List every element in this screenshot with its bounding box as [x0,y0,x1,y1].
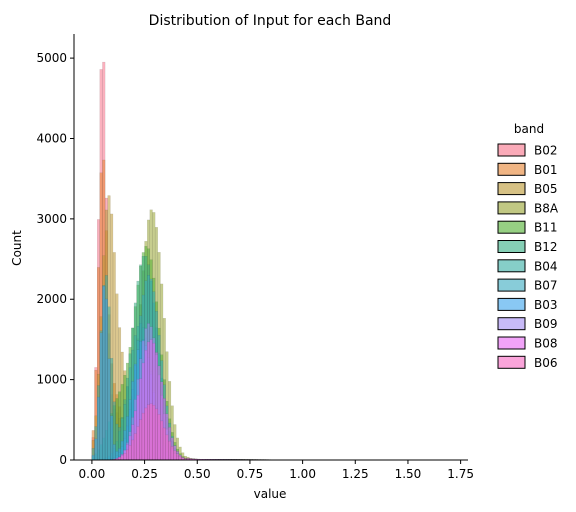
bar-B06 [157,414,161,461]
x-axis-label: value [254,487,287,501]
axes-layer [73,34,468,461]
bars-layer [91,61,337,461]
legend-swatch [497,240,526,253]
y-tick-label: 5000 [36,51,67,65]
bar-B06 [123,453,127,461]
bar-B06 [128,445,132,461]
x-tick-label: 1.75 [447,467,474,481]
bar-B06 [168,441,172,461]
bar-B06 [139,419,143,461]
legend-item-B05: B05 [497,182,558,196]
legend-item-B12: B12 [497,240,558,254]
bar-B06 [173,450,177,461]
bar-B06 [149,403,153,461]
legend-item-B03: B03 [497,297,558,312]
legend-swatch [497,182,526,196]
bar-B06 [120,455,124,461]
bar-B06 [160,420,164,461]
legend-label: B12 [534,240,558,254]
bar-B06 [133,433,137,461]
bar-B03 [112,444,116,461]
legend-item-B07: B07 [497,278,558,293]
legend-swatch [497,278,526,292]
legend-swatch [497,220,526,234]
legend-swatch [497,336,526,350]
x-tick-label: 0.75 [237,467,264,481]
chart-title: Distribution of Input for each Band [149,13,392,29]
legend-swatch [497,297,526,311]
legend-title: band [514,122,544,136]
bar-B03 [94,438,98,461]
legend-item-B02: B02 [497,143,558,158]
bar-B06 [136,426,140,461]
legend-item-B09: B09 [497,317,558,331]
legend-label: B07 [534,279,558,293]
x-tick-label: 0.50 [184,467,211,481]
bar-B06 [165,434,169,461]
bar-B06 [144,407,148,461]
legend-item-B04: B04 [497,259,558,273]
bar-B03 [97,396,100,461]
x-tick-label: 1.50 [395,467,422,481]
bar-B03 [102,285,106,461]
y-tick-label: 2000 [36,292,67,306]
legend-item-B11: B11 [497,220,558,235]
bar-B06 [176,453,179,461]
legend-swatch [497,355,526,369]
legend: band B02 B01 B05 B8A B11 B12 B04 B07 B03 B09 B08 B0… [497,122,559,370]
bar-B03 [104,298,108,461]
legend-label: B03 [534,298,558,312]
legend-label: B06 [534,356,558,370]
legend-swatch [497,317,526,331]
legend-label: B02 [534,144,558,158]
x-tick-label: 0.00 [79,467,106,481]
bar-B06 [154,408,158,461]
bar-B03 [107,358,111,461]
legend-label: B08 [534,337,558,351]
legend-swatch [497,162,526,176]
y-tick-label: 1000 [36,373,67,387]
bar-B06 [125,449,129,461]
x-tick-label: 1.00 [289,467,316,481]
bar-B06 [170,446,174,461]
legend-item-B06: B06 [497,355,558,370]
legend-label: B09 [534,317,558,331]
legend-label: B01 [534,163,558,177]
x-ticks: 0.00 0.25 0.50 0.75 1.00 1.25 1.50 1.75 [79,460,474,481]
legend-swatch [497,259,526,273]
bar-B03 [91,455,95,461]
bar-B03 [110,415,114,461]
bar-B06 [152,405,156,461]
legend-swatch [497,201,526,215]
bar-B03 [99,332,103,461]
y-ticks: 0 1000 2000 3000 4000 5000 [36,51,74,467]
legend-label: B04 [534,259,558,273]
bar-B06 [162,427,166,461]
y-axis-label: Count [10,230,24,266]
y-tick-label: 3000 [36,212,67,226]
legend-item-B08: B08 [497,336,558,351]
y-tick-label: 0 [59,453,67,467]
bar-B06 [147,404,151,461]
legend-label: B05 [534,182,558,196]
legend-item-B8A: B8A [497,201,559,215]
bar-B06 [141,412,145,461]
x-tick-label: 1.25 [342,467,369,481]
bar-B06 [178,455,182,461]
legend-item-B01: B01 [497,162,558,177]
x-tick-label: 0.25 [131,467,158,481]
y-tick-label: 4000 [36,131,67,145]
legend-label: B11 [534,221,558,235]
bar-B06 [131,439,135,461]
legend-swatch [497,143,526,157]
legend-label: B8A [534,201,559,215]
